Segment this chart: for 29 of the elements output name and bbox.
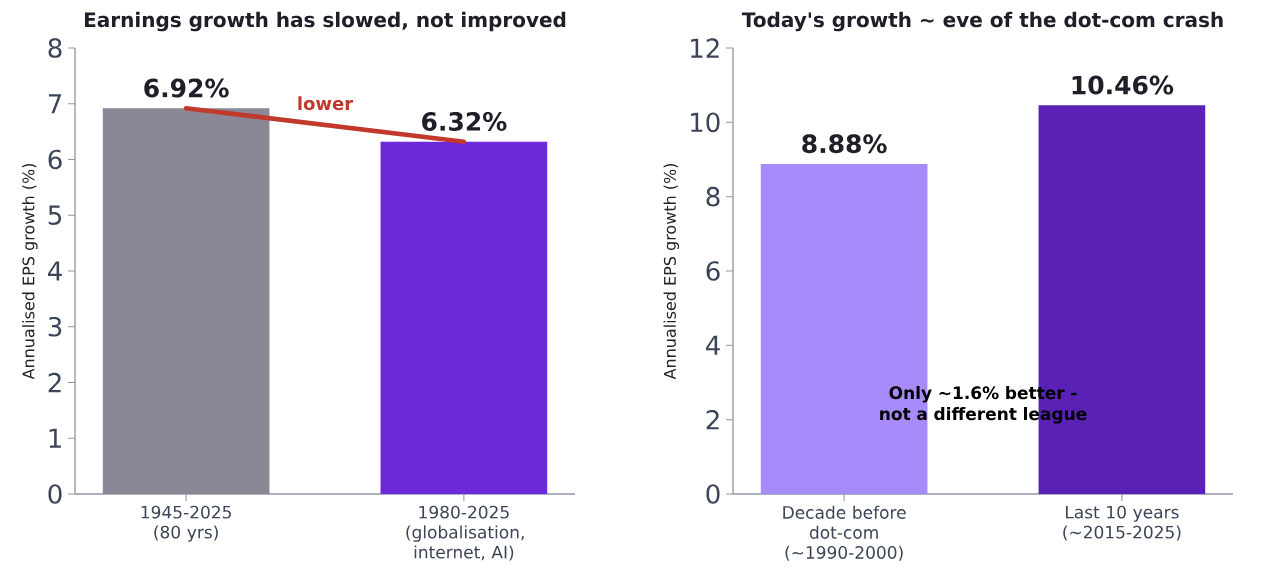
y-tick-label: 10: [691, 112, 720, 133]
y-axis-title: Annualised EPS growth (%): [663, 163, 680, 380]
data-label: 8.88%: [802, 134, 887, 154]
x-tick-label: 1980-2025 (globalisation, internet, AI): [406, 505, 524, 561]
y-tick-label: 8: [48, 38, 62, 58]
y-tick-label: 4: [706, 335, 720, 355]
data-label: 6.32%: [422, 112, 507, 131]
y-tick-label: 1: [49, 428, 61, 448]
y-tick-label: 7: [48, 94, 62, 114]
data-label: 10.46%: [1072, 75, 1174, 95]
y-tick-label: 5: [48, 205, 62, 225]
y-tick-label: 0: [48, 484, 62, 504]
y-axis-title: Annualised EPS growth (%): [22, 163, 38, 380]
data-label: 6.92%: [144, 78, 229, 98]
y-tick-label: 4: [48, 261, 62, 281]
chart-title: Today's growth ~ eve of the dot-com crash: [741, 11, 1223, 32]
x-tick-label: Decade before dot-com (~1990-2000): [783, 505, 906, 561]
y-tick-label: 2: [706, 410, 719, 430]
y-tick-label: 6: [706, 261, 720, 281]
series-label: lower: [298, 96, 354, 111]
y-tick-label: 12: [691, 38, 719, 58]
chart-title: Earnings growth has slowed, not improved: [84, 11, 566, 32]
y-tick-label: 3: [48, 316, 62, 337]
y-tick-label: 2: [48, 372, 61, 393]
y-tick-label: 8: [706, 186, 720, 207]
x-tick-label: Last 10 years (~2015-2025): [1063, 505, 1181, 541]
y-tick-label: 6: [48, 149, 62, 170]
x-tick-label: 1945-2025 (80 yrs): [141, 505, 231, 542]
y-tick-label: 0: [706, 484, 720, 504]
